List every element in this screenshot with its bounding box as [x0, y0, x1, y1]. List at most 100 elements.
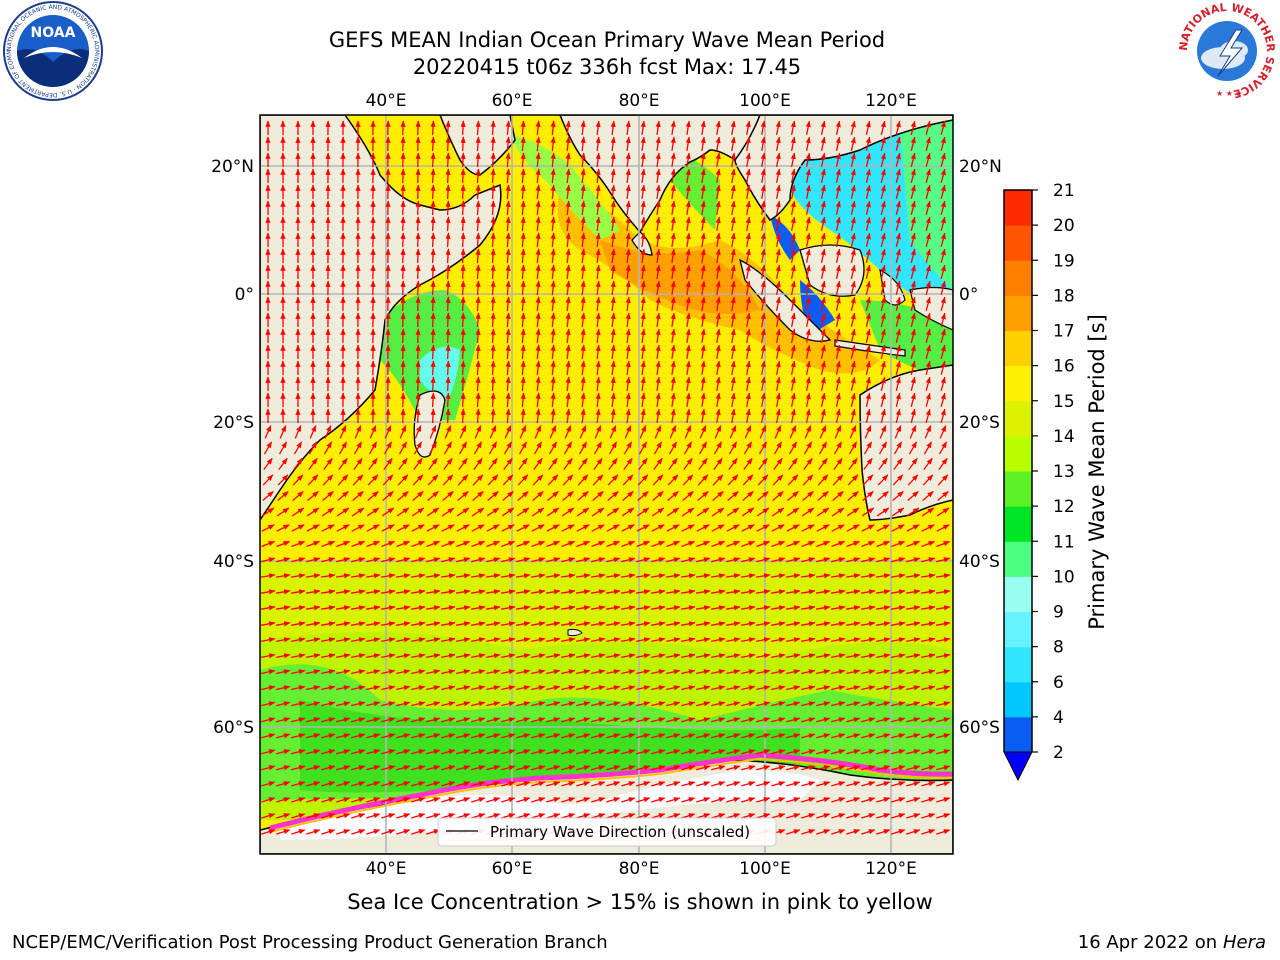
wave-arrow	[685, 376, 691, 392]
wave-arrow	[865, 280, 871, 295]
wave-arrow	[865, 264, 871, 279]
wave-arrow	[835, 280, 841, 295]
wave-arrow	[595, 328, 601, 343]
wave-arrow	[715, 264, 721, 280]
wave-arrow	[940, 232, 946, 247]
wave-arrow	[745, 152, 751, 168]
wave-arrow	[925, 360, 931, 375]
wave-arrow	[565, 264, 571, 280]
wave-arrow	[580, 280, 586, 296]
colorbar-tick-label: 10	[1053, 567, 1075, 587]
wave-arrow	[700, 248, 706, 264]
wave-arrow	[775, 296, 781, 312]
wave-arrow	[610, 312, 616, 327]
land-madagascar	[413, 390, 446, 458]
wave-arrow	[820, 136, 826, 151]
wave-arrow	[430, 360, 436, 376]
wave-arrow	[880, 136, 886, 151]
wave-arrow	[520, 296, 526, 312]
wave-arrow	[445, 344, 451, 360]
wave-arrow	[670, 328, 676, 344]
wave-arrow	[550, 392, 556, 408]
wave-arrow	[715, 152, 721, 168]
wave-arrow	[700, 200, 706, 216]
wave-arrow	[655, 264, 661, 279]
colorbar-segment	[1004, 541, 1032, 577]
wave-arrow	[670, 216, 676, 232]
wave-arrow	[550, 344, 556, 360]
wave-arrow	[655, 200, 661, 215]
wave-arrow	[700, 168, 706, 184]
wave-arrow	[640, 168, 646, 183]
wave-arrow	[565, 136, 571, 152]
wave-arrow	[940, 328, 946, 343]
wave-arrow	[760, 376, 766, 392]
wave-arrow	[535, 312, 541, 328]
wave-arrow	[625, 152, 631, 167]
wave-arrow	[415, 376, 421, 392]
wave-arrow	[565, 328, 571, 344]
wave-arrow	[415, 152, 421, 168]
wave-arrow	[730, 264, 736, 280]
noaa-logo-text: NOAA	[31, 25, 76, 41]
wave-arrow	[415, 312, 421, 328]
wave-arrow	[805, 248, 811, 263]
wave-arrow	[505, 312, 511, 328]
wave-arrow	[850, 232, 856, 247]
land-australia	[859, 364, 953, 521]
wave-arrow	[490, 344, 496, 360]
wave-arrow	[475, 120, 481, 136]
wave-arrow	[880, 152, 886, 167]
wave-arrow	[880, 280, 886, 295]
wave-arrow	[910, 184, 916, 199]
colorbar-tick-label: 16	[1053, 357, 1075, 377]
wave-arrow	[820, 328, 826, 343]
wave-arrow	[490, 120, 496, 136]
colorbar-tick-label: 8	[1053, 638, 1064, 658]
wave-arrow	[865, 312, 871, 327]
wave-arrow	[610, 184, 616, 199]
wave-arrow	[925, 312, 931, 327]
wave-arrow	[625, 248, 631, 263]
colorbar-segment	[1004, 330, 1032, 367]
wave-arrow	[430, 168, 436, 184]
wave-arrow	[895, 232, 901, 247]
wave-arrow	[565, 152, 571, 168]
wave-arrow	[475, 296, 481, 312]
wave-arrow	[565, 248, 571, 264]
colorbar-tick-label: 21	[1053, 181, 1075, 201]
wave-arrow	[730, 200, 736, 216]
wave-arrow	[880, 120, 886, 135]
wave-arrow	[550, 120, 556, 136]
wave-arrow	[940, 184, 946, 199]
wave-arrow	[565, 408, 571, 424]
wave-arrow	[475, 152, 481, 168]
wave-arrow	[520, 152, 526, 168]
wave-arrow	[850, 248, 856, 263]
wave-arrow	[550, 152, 556, 168]
wave-arrow	[580, 360, 586, 376]
wave-arrow	[580, 264, 586, 280]
wave-arrow	[535, 392, 541, 408]
wave-arrow	[895, 152, 901, 167]
wave-arrow	[610, 392, 616, 407]
wave-arrow	[505, 248, 511, 264]
wave-arrow	[655, 168, 661, 183]
wave-arrow	[520, 216, 526, 232]
lon-labels-top: 40°E 60°E 80°E 100°E 120°E	[366, 91, 917, 111]
wave-arrow	[655, 216, 661, 231]
wave-arrow	[460, 392, 466, 408]
wave-arrow	[910, 136, 916, 151]
wave-arrow	[445, 184, 451, 200]
wave-arrow	[580, 344, 586, 360]
wave-arrow	[550, 232, 556, 248]
wave-arrow	[790, 184, 796, 200]
wave-arrow	[610, 264, 616, 279]
wave-arrow	[805, 280, 811, 295]
colorbar: 2 4 6 8 9 10 11 12 13 14 15 16 17 18 19 20 21	[1003, 181, 1075, 782]
wave-arrow	[835, 248, 841, 263]
wave-arrow	[400, 328, 406, 344]
wave-arrow	[655, 376, 661, 391]
wave-arrow	[610, 232, 616, 247]
wave-arrow	[835, 200, 841, 215]
